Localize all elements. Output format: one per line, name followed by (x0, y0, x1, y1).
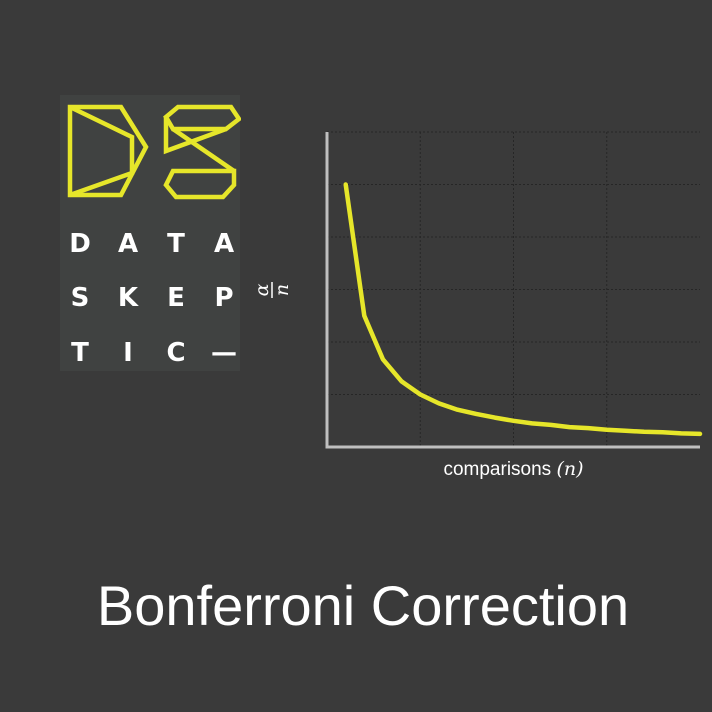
logo-s-lower (163, 168, 237, 200)
logo-row-3: T I C — (60, 338, 240, 368)
logo-letter: E (167, 283, 185, 313)
ds-logo-mark (67, 104, 241, 200)
logo-s-diagonal-2 (163, 117, 227, 155)
logo-letter: S (70, 283, 90, 313)
bonferroni-chart: comparisons (n) α n (255, 131, 703, 480)
y-axis-label-denominator: n (271, 284, 293, 296)
logo-s-shape (163, 104, 241, 132)
x-axis-label: comparisons (n) (443, 458, 583, 480)
logo-row-2: S K E P (60, 283, 240, 313)
logo-s-diagonal (171, 127, 236, 173)
y-axis-label-numerator: α (255, 283, 273, 296)
logo-letter: K (117, 283, 139, 313)
page-title: Bonferroni Correction (96, 574, 630, 637)
logo-letter: A (213, 229, 235, 259)
logo-letter: I (123, 338, 133, 368)
alpha-over-n-line (343, 182, 703, 437)
chart-grid (327, 131, 700, 447)
logo-letter: D (69, 229, 91, 259)
logo-letter: P (214, 283, 234, 313)
logo-letter: T (167, 229, 185, 259)
x-axis-label-text: comparisons (443, 459, 551, 480)
logo-row-1: D A T A (60, 229, 240, 259)
chart-axes (325, 132, 700, 449)
data-skeptic-logo: D A T A S K E P T I C — (60, 95, 241, 371)
logo-d-inner (69, 104, 135, 198)
logo-letter: T (71, 338, 89, 368)
logo-letter: A (117, 229, 139, 259)
x-axis-label-var: (n) (556, 458, 583, 480)
logo-letter: — (211, 338, 237, 368)
logo-letter: C (166, 338, 186, 368)
y-axis-label: α n (255, 282, 293, 298)
